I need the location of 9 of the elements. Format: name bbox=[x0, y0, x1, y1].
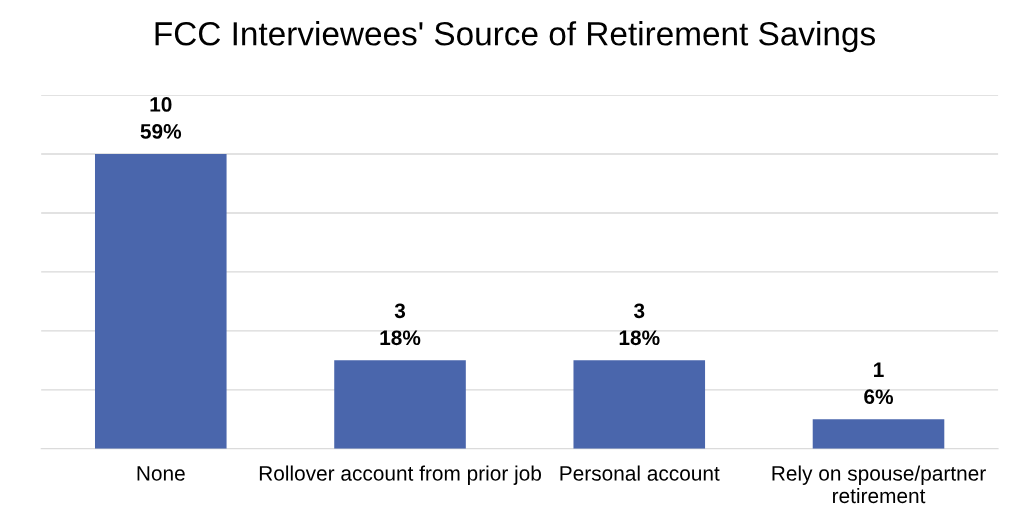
x-tick-label: None bbox=[137, 466, 185, 481]
x-tick-label: Rely on spouse/partner retirement bbox=[772, 465, 986, 504]
x-tick-label: Personal account bbox=[560, 465, 720, 481]
data-label: 1 6% bbox=[864, 362, 894, 405]
data-label: 3 18% bbox=[619, 303, 660, 346]
x-tick-label: Rollover account from prior job bbox=[259, 465, 541, 485]
data-label: 3 18% bbox=[380, 303, 421, 346]
chart-title: FCC Interviewees' Source of Retirement Savings bbox=[155, 21, 875, 53]
data-label: 10 59% bbox=[140, 97, 182, 139]
